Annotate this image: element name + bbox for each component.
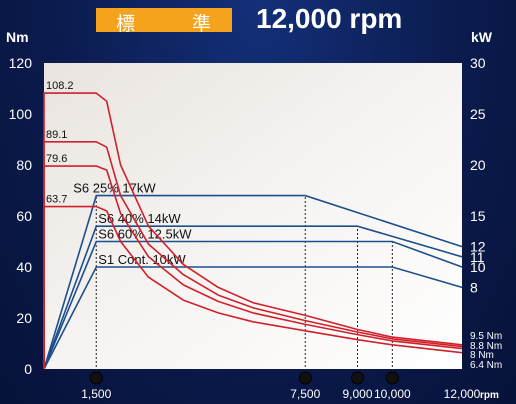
x-tick-12000: 12,000 bbox=[444, 387, 481, 401]
y-right-tick-15: 15 bbox=[470, 208, 486, 224]
y-left-tick-120: 120 bbox=[9, 55, 33, 71]
torque-line-3 bbox=[43, 165, 463, 369]
power-line-1 bbox=[43, 194, 463, 370]
y-right-tick-8: 8 bbox=[470, 279, 478, 295]
x-tick-9000: 9,000 bbox=[342, 387, 372, 401]
power-series-label-1: S6 25% 17kW bbox=[73, 181, 156, 196]
badge-char-2: 準 bbox=[192, 13, 212, 35]
y-right-tick-20: 20 bbox=[470, 157, 486, 173]
torque-start-label-4: 63.7 bbox=[46, 194, 67, 206]
x-tick-10000: 10,000 bbox=[374, 387, 411, 401]
y-left-tick-20: 20 bbox=[16, 310, 32, 326]
power-series-label-3: S6 60% 12.5kW bbox=[98, 227, 192, 242]
speed-marker-9000 bbox=[351, 371, 364, 385]
torque-line-1 bbox=[43, 92, 463, 369]
x-tick-7500: 7,500 bbox=[290, 387, 320, 401]
torque-end-label-3: 8 Nm bbox=[470, 350, 494, 361]
y-right-tick-30: 30 bbox=[470, 55, 486, 71]
power-series-label-4: S1 Cont. 10kW bbox=[98, 252, 186, 267]
y-right-tick-11: 11 bbox=[470, 249, 485, 265]
power-line-2 bbox=[43, 225, 463, 370]
torque-start-label-1: 108.2 bbox=[46, 80, 74, 92]
torque-line-4 bbox=[43, 205, 463, 369]
speed-marker-1500 bbox=[89, 371, 103, 385]
torque-line-2 bbox=[43, 140, 463, 369]
x-unit-label: rpm bbox=[480, 390, 499, 401]
max-speed-label: 12,000 rpm bbox=[256, 3, 403, 34]
torque-end-label-2: 8.8 Nm bbox=[470, 341, 502, 352]
power-series-label-2: S6 40% 14kW bbox=[98, 211, 181, 226]
power-line-3 bbox=[43, 240, 463, 370]
y-left-tick-60: 60 bbox=[16, 208, 32, 224]
torque-start-label-2: 89.1 bbox=[46, 129, 67, 141]
power-line-4 bbox=[43, 266, 463, 370]
speed-marker-10000 bbox=[385, 371, 399, 385]
y-left-tick-100: 100 bbox=[9, 106, 33, 122]
right-axis-unit: kW bbox=[471, 29, 493, 45]
x-tick-1500: 1,500 bbox=[81, 387, 111, 401]
y-left-tick-0: 0 bbox=[24, 361, 32, 377]
torque-end-label-1: 9.5 Nm bbox=[470, 331, 502, 342]
standard-badge: 標 準 bbox=[96, 8, 232, 35]
speed-marker-7500 bbox=[298, 371, 312, 385]
y-right-tick-25: 25 bbox=[470, 106, 486, 122]
torque-start-label-3: 79.6 bbox=[46, 153, 67, 165]
badge-char-1: 標 bbox=[116, 13, 136, 35]
y-left-tick-80: 80 bbox=[16, 157, 32, 173]
y-right-tick-10: 10 bbox=[470, 259, 486, 275]
y-right-tick-12: 12 bbox=[470, 239, 486, 255]
torque-end-label-4: 6.4 Nm bbox=[470, 360, 502, 371]
y-left-tick-40: 40 bbox=[16, 259, 32, 275]
left-axis-unit: Nm bbox=[6, 29, 29, 45]
